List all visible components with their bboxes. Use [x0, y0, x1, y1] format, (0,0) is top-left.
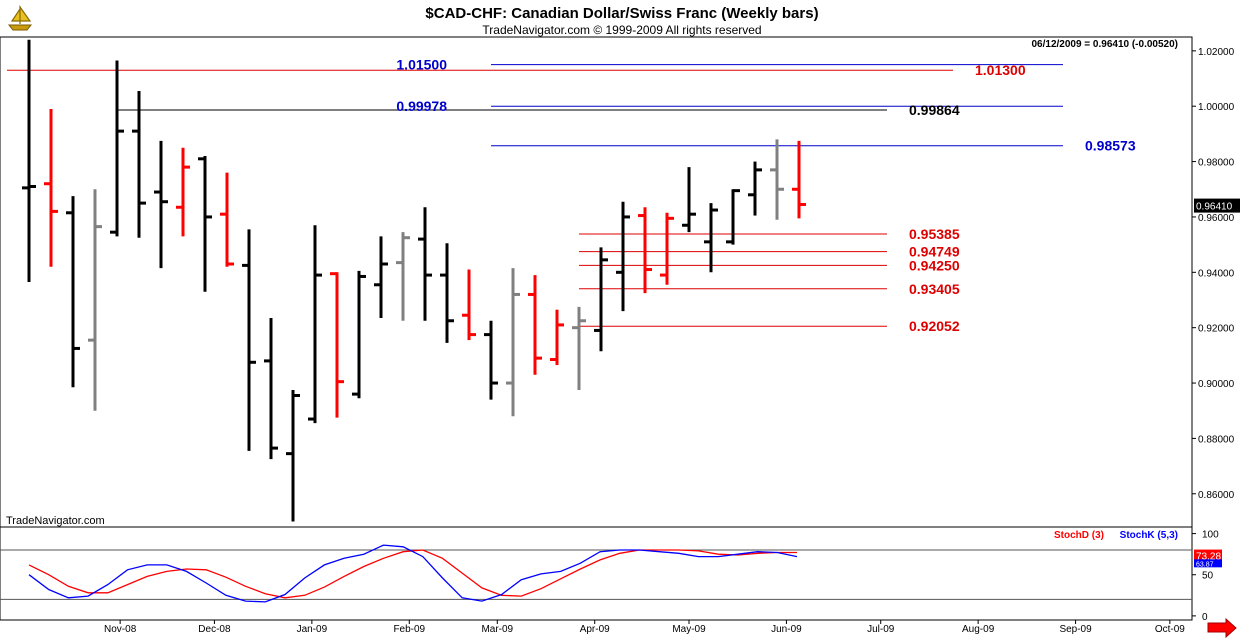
ohlc-bar — [792, 140, 806, 219]
stochk-legend: StochK (5,3) — [1120, 530, 1178, 541]
ohlc-bar — [88, 189, 102, 411]
ohlc-bar — [748, 161, 762, 216]
level-label: 0.98573 — [1085, 138, 1136, 154]
ohlc-bar — [176, 147, 190, 237]
ohlc-bar — [242, 229, 256, 451]
date-tick-label: May-09 — [672, 624, 706, 635]
ohlc-bar — [66, 196, 80, 388]
ohlc-bar — [484, 320, 498, 400]
ohlc-bar — [572, 306, 586, 390]
level-label: 0.92052 — [909, 318, 960, 334]
ohlc-bar — [330, 272, 344, 418]
stochd-value-box — [1194, 549, 1222, 562]
ohlc-bar — [704, 203, 718, 273]
price-tick-label: 0.86000 — [1198, 490, 1235, 501]
ohlc-bar — [660, 212, 674, 285]
date-tick-label: Oct-09 — [1155, 624, 1185, 635]
date-tick-label: Aug-09 — [962, 624, 995, 635]
ohlc-bar — [616, 201, 630, 312]
date-axis: Nov-08 Dec-08 Jan-09 Feb-09 Mar-09 Apr-09 May-… — [104, 620, 1185, 635]
ohlc-bar — [198, 156, 212, 292]
ohlc-bar — [352, 270, 366, 399]
level-label: 0.99864 — [909, 102, 960, 118]
ohlc-bar — [22, 39, 36, 282]
date-tick-label: Jan-09 — [297, 624, 328, 635]
stochastic-tick-label: 100 — [1202, 530, 1219, 541]
chart-header: $CAD-CHF: Canadian Dollar/Swiss Franc (W… — [4, 4, 1237, 639]
date-tick-label: Jul-09 — [867, 624, 895, 635]
ohlc-bar — [418, 207, 432, 321]
stochd-legend: StochD (3) — [1054, 530, 1104, 541]
ohlc-bar — [440, 243, 454, 343]
watermark: TradeNavigator.com — [6, 515, 105, 527]
stochastic-tick-label: 0 — [1202, 612, 1208, 623]
ohlc-bar — [550, 309, 564, 366]
price-panel-frame — [0, 36, 1193, 528]
stochd-value: 73.28 — [1196, 552, 1221, 563]
level-label: 0.94250 — [909, 257, 960, 273]
ohlc-bar — [110, 60, 124, 237]
level-label: 0.95385 — [909, 226, 960, 242]
price-tick-label: 0.98000 — [1198, 158, 1235, 169]
ohlc-bar — [528, 275, 542, 375]
ohlc-bar — [374, 236, 388, 318]
ohlc-bar — [154, 140, 168, 269]
price-tick-label: 0.88000 — [1198, 434, 1235, 445]
level-label: 0.94749 — [909, 244, 960, 260]
level-label: 1.01500 — [396, 57, 447, 73]
stochk-value-box — [1194, 559, 1222, 568]
ohlc-bar — [462, 269, 476, 341]
next-arrow-icon[interactable] — [1207, 617, 1237, 639]
ohlc-bar — [770, 139, 784, 220]
last-price-label: 0.96410 — [1196, 202, 1233, 213]
stochd-line — [28, 549, 797, 599]
ohlc-bar — [726, 189, 740, 245]
ohlc-bar — [264, 317, 278, 460]
chart-title: $CAD-CHF: Canadian Dollar/Swiss Franc (W… — [425, 5, 818, 22]
price-tick-label: 1.02000 — [1198, 47, 1235, 58]
price-tick-label: 0.90000 — [1198, 379, 1235, 390]
price-tick-label: 0.96000 — [1198, 213, 1235, 224]
ohlc-bar — [220, 172, 234, 267]
date-tick-label: Jun-09 — [771, 624, 802, 635]
copyright-notice: TradeNavigator.com © 1999-2009 All right… — [482, 23, 761, 37]
ohlc-bar — [396, 232, 410, 321]
ohlc-bar — [638, 207, 652, 294]
date-tick-label: Mar-09 — [481, 624, 513, 635]
ohlc-bar — [506, 268, 520, 417]
level-labels: 1.01500 1.01300 0.99978 0.99864 0.98573 0.953… — [396, 57, 1135, 335]
ohlc-bar — [682, 167, 696, 233]
stochk-value: 63.87 — [1196, 561, 1214, 568]
last-quote: 06/12/2009 = 0.96410 (-0.00520) — [1031, 39, 1178, 50]
ohlc-bar — [44, 108, 58, 267]
last-price-box — [1194, 198, 1240, 213]
ohlc-bar — [308, 225, 322, 424]
price-bars — [22, 39, 806, 522]
date-tick-label: Sep-09 — [1059, 624, 1092, 635]
level-label: 0.99978 — [396, 98, 447, 114]
stochk-line — [28, 544, 798, 603]
ohlc-bar — [132, 90, 146, 238]
price-axis: 0.86000 0.88000 0.90000 0.92000 0.94000 0.960… — [1192, 47, 1240, 501]
price-tick-label: 0.94000 — [1198, 268, 1235, 279]
date-tick-label: Nov-08 — [104, 624, 137, 635]
level-label: 0.93405 — [909, 281, 960, 297]
price-tick-label: 0.92000 — [1198, 324, 1235, 335]
date-tick-label: Dec-08 — [198, 624, 231, 635]
stochastic-tick-label: 50 — [1202, 571, 1214, 582]
stochastic-panel-frame — [0, 526, 1193, 621]
date-tick-label: Feb-09 — [393, 624, 425, 635]
ohlc-bar — [594, 247, 608, 352]
level-label: 1.01300 — [975, 62, 1026, 78]
price-tick-label: 1.00000 — [1198, 102, 1235, 113]
date-tick-label: Apr-09 — [580, 624, 610, 635]
sailboat-logo-icon[interactable] — [4, 4, 36, 32]
ohlc-bar — [286, 389, 300, 522]
